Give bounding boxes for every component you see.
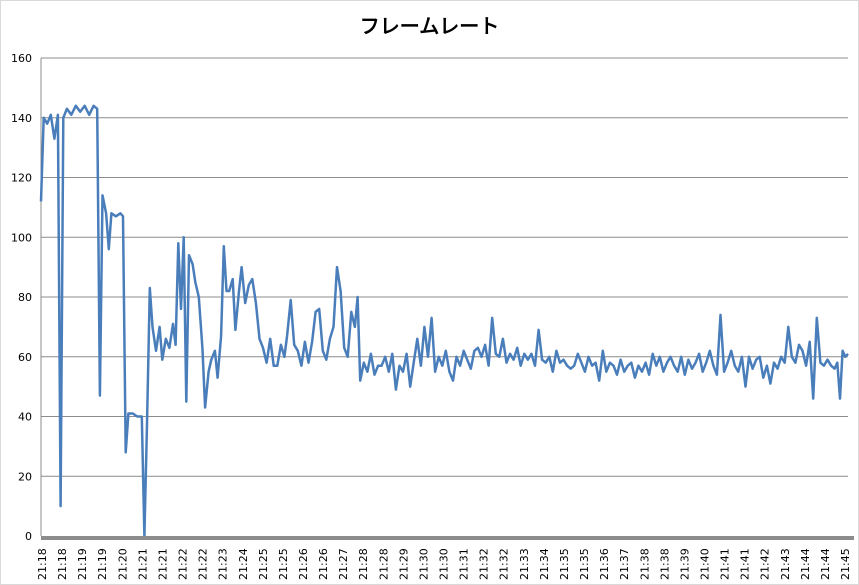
x-tick-label: 21:30 xyxy=(417,548,430,580)
x-tick-label: 21:30 xyxy=(438,548,451,580)
x-tick-label: 21:25 xyxy=(277,548,290,580)
x-tick-label: 21:44 xyxy=(819,548,832,580)
x-tick-label: 21:21 xyxy=(156,548,169,580)
x-tick-label: 21:24 xyxy=(237,548,250,580)
x-tick-label: 21:38 xyxy=(658,548,671,580)
x-tick-label: 21:20 xyxy=(116,548,129,580)
x-axis xyxy=(41,536,854,540)
y-tick-label: 80 xyxy=(18,291,32,304)
x-tick-label: 21:35 xyxy=(558,548,571,580)
x-tick-label: 21:34 xyxy=(538,548,551,580)
x-tick-label: 21:41 xyxy=(719,548,732,580)
series-line xyxy=(39,104,849,538)
y-tick-label: 0 xyxy=(25,530,32,543)
x-tick-label: 21:22 xyxy=(177,548,190,580)
series-group xyxy=(39,104,849,538)
x-tick-label: 21:39 xyxy=(678,548,691,580)
x-tick-label: 21:21 xyxy=(136,548,149,580)
y-tick-label: 140 xyxy=(11,112,32,125)
x-tick-label: 21:28 xyxy=(377,548,390,580)
y-axis-ticks: 0 20 40 60 80 100 120 140 160 xyxy=(11,52,42,543)
x-tick-label: 21:36 xyxy=(598,548,611,580)
x-tick-label: 21:25 xyxy=(257,548,270,580)
x-tick-label: 21:37 xyxy=(618,548,631,580)
gridlines xyxy=(41,57,848,477)
x-axis-line xyxy=(41,536,854,540)
y-tick-label: 40 xyxy=(18,411,32,424)
x-tick-label: 21:26 xyxy=(297,548,310,580)
x-tick-label: 21:45 xyxy=(839,548,852,580)
x-tick-label: 21:41 xyxy=(739,548,752,580)
x-tick-label: 21:43 xyxy=(779,548,792,580)
x-tick-label: 21:38 xyxy=(638,548,651,580)
x-tick-label: 21:31 xyxy=(458,548,471,580)
y-tick-label: 120 xyxy=(11,172,32,185)
x-tick-label: 21:44 xyxy=(799,548,812,580)
x-tick-label: 21:32 xyxy=(478,548,491,580)
x-tick-label: 21:19 xyxy=(76,548,89,580)
y-tick-label: 100 xyxy=(11,231,32,244)
x-tick-label: 21:19 xyxy=(96,548,109,580)
x-tick-label: 21:29 xyxy=(397,548,410,580)
y-tick-label: 60 xyxy=(18,351,32,364)
x-tick-label: 21:35 xyxy=(578,548,591,580)
x-tick-label: 21:18 xyxy=(36,548,49,580)
x-tick-label: 21:42 xyxy=(759,548,772,580)
x-tick-label: 21:28 xyxy=(357,548,370,580)
x-tick-label: 21:23 xyxy=(217,548,230,580)
x-axis-ticks: 21:18 21:18 21:19 21:19 21:20 21:21 21:21 21:22… xyxy=(36,548,852,580)
x-tick-label: 21:18 xyxy=(56,548,69,580)
x-tick-label: 21:32 xyxy=(498,548,511,580)
x-tick-label: 21:26 xyxy=(317,548,330,580)
x-tick-label: 21:40 xyxy=(698,548,711,580)
y-tick-label: 20 xyxy=(18,470,32,483)
y-tick-label: 160 xyxy=(11,52,32,65)
x-tick-label: 21:33 xyxy=(518,548,531,580)
chart-title: フレームレート xyxy=(359,14,500,38)
x-tick-label: 21:22 xyxy=(197,548,210,580)
x-tick-label: 21:27 xyxy=(337,548,350,580)
